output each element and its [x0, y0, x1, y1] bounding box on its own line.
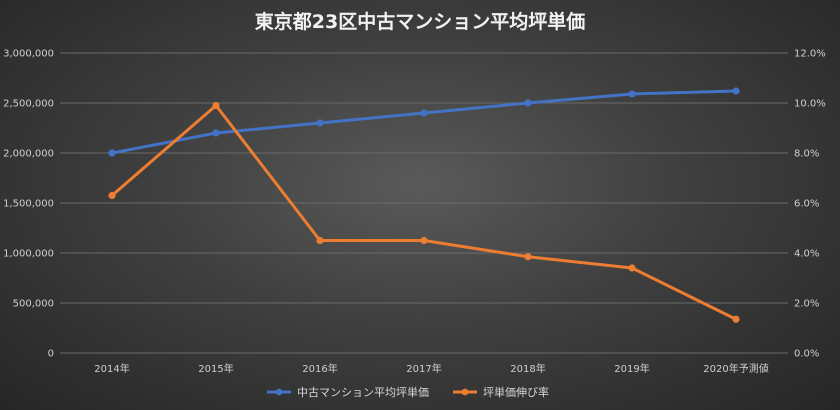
legend: 中古マンション平均坪単価 坪単価伸び率	[267, 385, 549, 399]
series-line-1	[111, 89, 737, 155]
series-1-point	[108, 149, 116, 157]
series-group	[108, 87, 740, 323]
y-right-tick-label: 6.0%	[794, 199, 819, 210]
series-2-point	[732, 315, 740, 323]
y-left-tick-label: 0	[48, 349, 54, 360]
y-right-tick-label: 4.0%	[794, 249, 819, 260]
y-left-tick-label: 2,000,000	[3, 149, 54, 160]
series-2-point	[212, 101, 220, 110]
series-2-point	[628, 264, 636, 272]
y-left-tick-label: 2,500,000	[3, 99, 54, 110]
series-1-point	[420, 109, 428, 117]
legend-swatch-marker	[461, 388, 469, 396]
series-2-point	[108, 191, 116, 200]
legend-label: 坪単価伸び率	[483, 385, 549, 399]
x-tick-label: 2020年予測値	[703, 362, 768, 375]
y-axis-left: 0 500,000 1,000,000 1,500,000 2,000,000 2,500…	[3, 49, 54, 360]
y-axis-right: 0.0% 2.0% 4.0% 6.0% 8.0% 10.0% 12.0%	[794, 49, 826, 360]
x-tick-label: 2019年	[614, 362, 649, 375]
y-left-tick-label: 3,000,000	[3, 49, 54, 60]
x-tick-label: 2018年	[510, 362, 545, 375]
series-2-point	[316, 236, 324, 245]
x-tick-label: 2016年	[302, 362, 337, 375]
series-line-2	[111, 104, 737, 321]
x-tick-label: 2015年	[198, 362, 233, 375]
series-1-point	[732, 87, 740, 95]
series-1-point	[316, 119, 324, 127]
series-1-point	[212, 129, 220, 137]
series-1-point	[524, 99, 532, 107]
chart-title: 東京都23区中古マンション平均坪単価	[255, 10, 585, 33]
series-2-point	[524, 253, 532, 261]
legend-swatch-marker	[275, 388, 283, 396]
y-left-tick-label: 1,500,000	[3, 199, 54, 210]
y-right-tick-label: 0.0%	[794, 349, 819, 360]
x-tick-label: 2014年	[94, 362, 129, 375]
legend-label: 中古マンション平均坪単価	[297, 385, 429, 399]
series-2-point	[420, 236, 428, 245]
series-1-point	[628, 90, 636, 98]
y-right-tick-label: 10.0%	[794, 99, 826, 110]
y-right-tick-label: 2.0%	[794, 299, 819, 310]
y-left-tick-label: 1,000,000	[3, 249, 54, 260]
grid-lines	[60, 52, 788, 354]
x-tick-label: 2017年	[406, 362, 441, 375]
y-left-tick-label: 500,000	[13, 299, 54, 310]
y-right-tick-label: 8.0%	[794, 149, 819, 160]
y-right-tick-label: 12.0%	[794, 49, 826, 60]
x-axis: 2014年 2015年 2016年 2017年 2018年 2019年 2020年予測値	[94, 362, 768, 375]
